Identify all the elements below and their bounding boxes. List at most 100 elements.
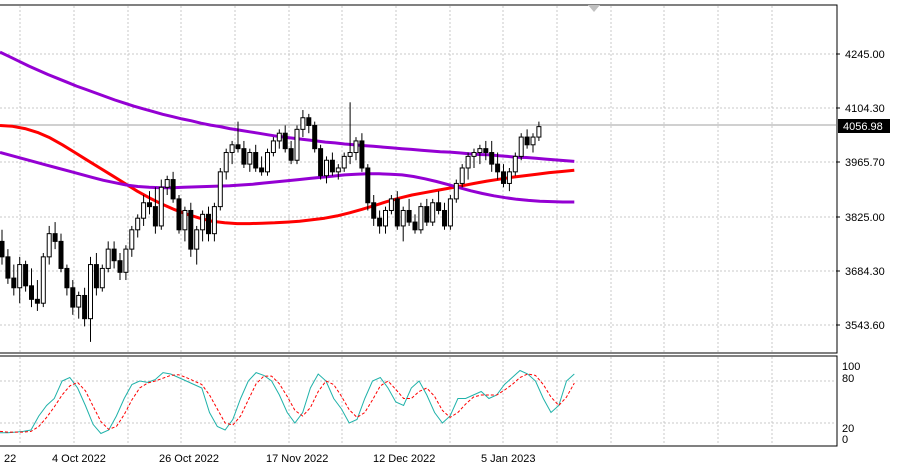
candle[interactable] (459, 164, 465, 188)
candle[interactable] (377, 210, 383, 234)
candle[interactable] (506, 167, 512, 192)
candle[interactable] (158, 179, 164, 230)
candle[interactable] (152, 187, 158, 234)
candle[interactable] (288, 140, 294, 165)
candle[interactable] (276, 129, 282, 149)
candle[interactable] (400, 206, 406, 242)
candle[interactable] (518, 133, 524, 161)
candle[interactable] (471, 148, 477, 168)
candle[interactable] (141, 195, 147, 226)
candle[interactable] (135, 214, 141, 238)
candle[interactable] (294, 125, 300, 165)
candle[interactable] (270, 137, 276, 157)
candlesticks[interactable] (0, 102, 542, 342)
candle[interactable] (300, 110, 306, 138)
candle[interactable] (182, 206, 188, 242)
candle-body (265, 152, 270, 173)
candle[interactable] (129, 225, 135, 257)
candle[interactable] (412, 214, 418, 234)
candle[interactable] (34, 280, 40, 311)
candle[interactable] (64, 264, 70, 296)
candle[interactable] (536, 121, 542, 141)
candle[interactable] (247, 148, 253, 172)
candle[interactable] (424, 198, 430, 226)
candle[interactable] (477, 144, 483, 165)
candle[interactable] (0, 229, 5, 265)
candle[interactable] (306, 113, 312, 134)
candle[interactable] (241, 140, 247, 168)
candle[interactable] (229, 140, 235, 165)
candle[interactable] (52, 222, 58, 250)
candle[interactable] (359, 133, 365, 172)
candle[interactable] (82, 287, 88, 327)
candle-body (117, 260, 123, 273)
candle[interactable] (29, 268, 34, 308)
candle[interactable] (259, 156, 265, 176)
candle[interactable] (265, 148, 270, 176)
candle[interactable] (318, 144, 324, 180)
candle-body (23, 264, 29, 287)
candle[interactable] (253, 144, 259, 172)
candle[interactable] (465, 152, 471, 180)
candle[interactable] (353, 137, 359, 161)
candle[interactable] (176, 195, 182, 234)
candle[interactable] (406, 198, 412, 226)
candle-body (471, 152, 477, 157)
candle[interactable] (188, 202, 194, 257)
candle[interactable] (23, 260, 29, 292)
candle[interactable] (70, 280, 76, 315)
candle[interactable] (512, 152, 518, 176)
candle[interactable] (5, 249, 11, 284)
candle[interactable] (453, 179, 459, 203)
candle[interactable] (105, 241, 111, 273)
candle[interactable] (17, 256, 23, 304)
candle[interactable] (223, 148, 229, 180)
candle[interactable] (40, 252, 46, 308)
candle[interactable] (235, 121, 241, 153)
candle[interactable] (530, 133, 536, 153)
candle[interactable] (495, 152, 501, 180)
candle[interactable] (347, 102, 353, 165)
candle[interactable] (111, 241, 117, 269)
candle[interactable] (46, 225, 52, 265)
candle[interactable] (164, 175, 170, 196)
candle[interactable] (388, 195, 394, 215)
candle[interactable] (394, 191, 400, 230)
candle[interactable] (418, 202, 424, 234)
candle[interactable] (99, 264, 105, 292)
candle[interactable] (123, 245, 129, 281)
candle[interactable] (365, 164, 371, 211)
candle[interactable] (217, 167, 223, 211)
candle[interactable] (194, 225, 200, 265)
candle[interactable] (524, 129, 530, 149)
candle[interactable] (58, 233, 64, 273)
candle[interactable] (341, 152, 347, 172)
candle[interactable] (147, 191, 152, 215)
price-axis-label: 3543.60 (845, 320, 885, 332)
candle[interactable] (282, 125, 288, 153)
candle[interactable] (489, 140, 495, 172)
candle[interactable] (383, 206, 388, 234)
candle[interactable] (206, 206, 211, 242)
candle[interactable] (436, 191, 442, 215)
candle[interactable] (93, 252, 99, 296)
candle[interactable] (430, 198, 436, 226)
candle[interactable] (329, 152, 335, 176)
candle[interactable] (200, 210, 206, 242)
candle[interactable] (211, 202, 217, 242)
candle[interactable] (76, 291, 82, 319)
candle[interactable] (88, 256, 93, 342)
candle[interactable] (335, 164, 341, 180)
candle[interactable] (483, 140, 489, 161)
candle[interactable] (447, 195, 453, 230)
candle[interactable] (501, 164, 506, 188)
candle[interactable] (324, 156, 329, 184)
candle-body (506, 171, 512, 184)
candle[interactable] (170, 171, 176, 203)
candle[interactable] (312, 121, 318, 153)
candle[interactable] (371, 195, 377, 226)
candle[interactable] (117, 252, 123, 281)
candle[interactable] (442, 202, 447, 230)
candle[interactable] (11, 264, 17, 296)
